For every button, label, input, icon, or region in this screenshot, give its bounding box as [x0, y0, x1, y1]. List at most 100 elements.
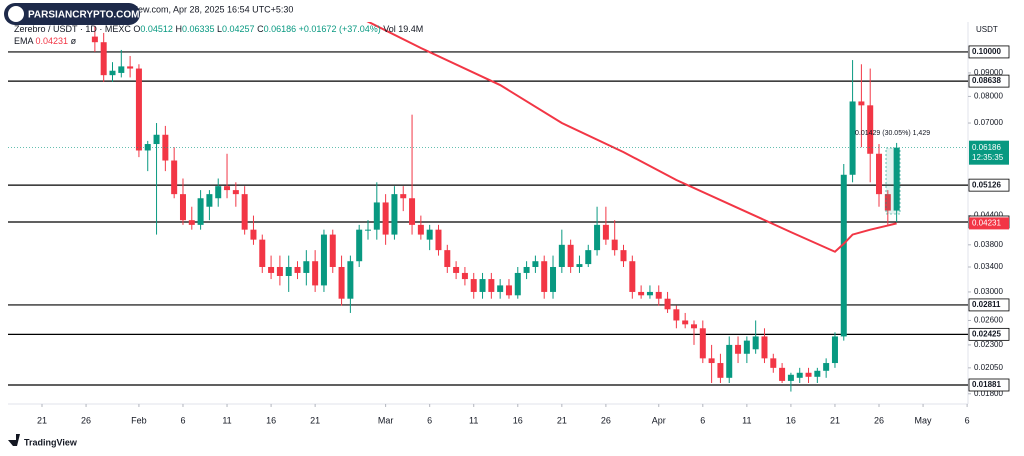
level-label: 0.10000 — [972, 47, 1001, 56]
x-tick-label: 21 — [37, 415, 47, 425]
candle-body — [259, 239, 266, 267]
l: L — [217, 24, 222, 34]
candle-body — [276, 266, 283, 276]
candle-body — [320, 234, 327, 286]
x-tick-label: 6 — [180, 415, 185, 425]
candle-body — [285, 266, 292, 276]
candle-body — [796, 372, 803, 378]
y-tick-label: 0.07000 — [974, 118, 1003, 127]
x-tick-label: 21 — [310, 415, 320, 425]
candle-body — [611, 239, 618, 251]
ema-extra: ø — [71, 36, 77, 46]
y-tick-label: 0.02600 — [974, 316, 1003, 325]
header-line: Zerebro / USDT · 1D · MEXC O0.04512 H0.0… — [14, 24, 423, 34]
candle-body — [690, 324, 697, 329]
x-tick-label: 11 — [222, 415, 231, 425]
candle-body — [135, 68, 142, 151]
candle-body — [488, 279, 495, 292]
candle-body — [708, 358, 715, 364]
level-label-box — [968, 74, 1010, 88]
l-val: 0.04257 — [222, 24, 255, 34]
o: O — [133, 24, 140, 34]
logo-text: PARSIANCRYPTO.COM — [28, 10, 140, 21]
candle-body — [197, 198, 204, 225]
x-tick-label: Apr — [652, 415, 666, 425]
y-tick-label: 0.04400 — [974, 211, 1003, 220]
candle-body — [602, 224, 609, 240]
x-tick-label: 26 — [601, 415, 611, 425]
y-tick-label: 0.03000 — [974, 287, 1003, 296]
candle-body — [858, 101, 865, 106]
x-tick-label: 21 — [557, 415, 567, 425]
candle-body — [470, 279, 477, 292]
candle-body — [391, 194, 398, 235]
candle-body — [294, 266, 301, 273]
x-tick-label: May — [915, 415, 933, 425]
candle-body — [329, 234, 336, 267]
x-tick-label: 26 — [81, 415, 91, 425]
candle-body — [717, 363, 724, 378]
candle-body — [726, 344, 733, 378]
candle-body — [779, 367, 786, 381]
candle-body — [567, 244, 574, 267]
level-label-box — [968, 45, 1010, 59]
candle-body — [179, 194, 186, 221]
candle-body — [867, 105, 874, 154]
candle-body — [153, 134, 160, 145]
y-tick-label: 0.08000 — [974, 92, 1003, 101]
candle-body — [814, 370, 821, 377]
y-tick-label: 0.02300 — [974, 340, 1003, 349]
currency: USDT — [976, 25, 998, 34]
candle-body — [91, 36, 98, 43]
candle-body — [884, 194, 891, 211]
level-label-box — [968, 298, 1010, 312]
candle-body — [144, 144, 151, 151]
candle-body — [585, 250, 592, 265]
measure-box — [885, 147, 901, 215]
vol: Vol 19.4M — [383, 24, 423, 34]
footer: TradingView — [24, 437, 78, 447]
candle-body — [435, 229, 442, 251]
candle-body — [646, 291, 653, 296]
candle-body — [338, 266, 345, 299]
logo-badge — [4, 3, 140, 25]
candle-body — [426, 229, 433, 240]
ema-price-label: 0.04231 — [972, 219, 1001, 228]
candle-body — [735, 344, 742, 354]
candle-body — [162, 134, 169, 161]
level-label: 0.01881 — [972, 380, 1001, 389]
candle-body — [461, 272, 468, 280]
candle-body — [206, 194, 213, 207]
candle-body — [805, 372, 812, 377]
x-tick-label: 6 — [427, 415, 432, 425]
candle-body — [444, 250, 451, 267]
candle-body — [356, 229, 363, 262]
candle-body — [876, 153, 883, 195]
candle-body — [250, 229, 257, 240]
candle-body — [523, 266, 530, 273]
level-label-box — [968, 178, 1010, 192]
candle-body — [312, 261, 319, 286]
last-price-box — [969, 140, 1009, 165]
ema-price-box — [969, 217, 1009, 230]
ema-line — [366, 22, 897, 253]
c: C — [257, 24, 264, 34]
candle-body — [823, 363, 830, 371]
y-tick-label: 0.03800 — [974, 240, 1003, 249]
candle-body — [118, 66, 125, 73]
candle-body — [664, 298, 671, 310]
candle-body — [171, 160, 178, 195]
x-tick-label: 16 — [266, 415, 276, 425]
ema-legend: EMA 0.04231 ø — [14, 36, 77, 46]
candle-body — [479, 279, 486, 292]
candle-body — [532, 261, 539, 267]
candle-body — [620, 250, 627, 262]
candle-body — [373, 202, 380, 230]
candle-body — [743, 340, 750, 354]
level-label: 0.02811 — [972, 300, 1001, 309]
candle-body — [268, 266, 275, 273]
candle-body — [629, 261, 636, 292]
candle-body — [232, 190, 239, 195]
candle-body — [576, 264, 583, 267]
